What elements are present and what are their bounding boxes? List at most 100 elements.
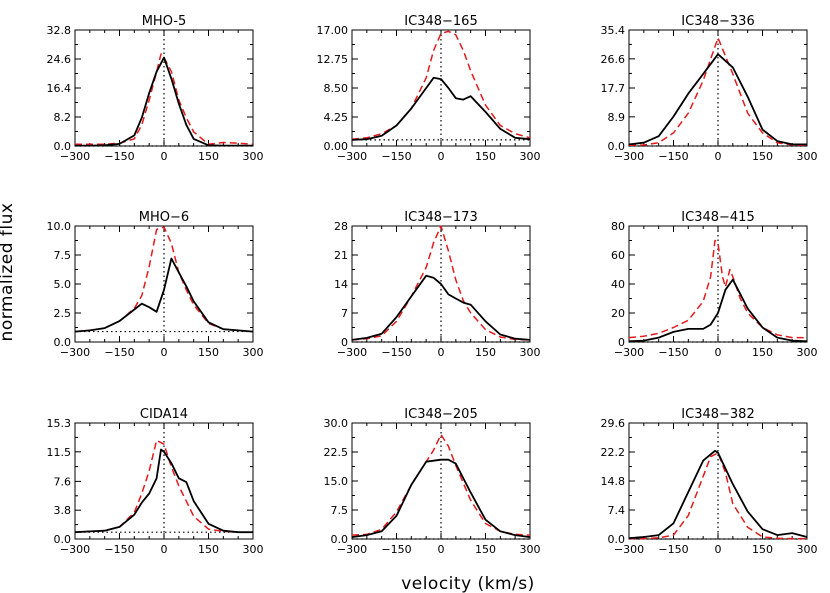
x-tick-label: −150 bbox=[658, 150, 688, 163]
figure-xlabel: velocity (km/s) bbox=[401, 574, 535, 593]
y-tick-label: 15.3 bbox=[47, 417, 72, 430]
y-tick-label: 12.75 bbox=[317, 53, 349, 66]
x-tick-label: 150 bbox=[752, 346, 773, 359]
y-tick-label: 29.6 bbox=[601, 417, 626, 430]
panels: MHO-5 −300 −150 0 150 300 0.0 8.2 16.4 24.6 32.8 IC… bbox=[47, 14, 818, 556]
x-tick-label: 150 bbox=[475, 543, 496, 556]
x-tick-label: 0 bbox=[715, 543, 722, 556]
x-tick-label: 300 bbox=[520, 150, 541, 163]
y-tick-label: 20 bbox=[611, 307, 625, 320]
x-tick-label: −150 bbox=[658, 543, 688, 556]
x-tick-label: −300 bbox=[614, 543, 644, 556]
x-tick-label: 300 bbox=[520, 543, 541, 556]
panel-title: MHO-5 bbox=[142, 14, 187, 29]
x-tick-label: 150 bbox=[198, 346, 219, 359]
x-tick-label: −150 bbox=[381, 346, 411, 359]
x-tick-label: 300 bbox=[797, 543, 818, 556]
y-tick-label: 22.5 bbox=[324, 446, 349, 459]
series-line-red-dashed bbox=[351, 433, 531, 536]
y-tick-label: 17.7 bbox=[601, 82, 626, 95]
x-tick-label: 0 bbox=[161, 150, 168, 163]
y-tick-label: 0 bbox=[341, 336, 348, 349]
y-tick-label: 17.00 bbox=[317, 24, 349, 37]
series-line-red-dashed bbox=[628, 37, 808, 147]
x-tick-label: −150 bbox=[104, 346, 134, 359]
x-tick-label: 150 bbox=[752, 150, 773, 163]
series-line-red-dashed bbox=[628, 239, 807, 339]
x-tick-label: 300 bbox=[797, 346, 818, 359]
y-tick-label: 32.8 bbox=[47, 24, 72, 37]
panel-ic348-205: IC348−205 −300 −150 0 150 300 0.0 7.5 15.0 22.5 30… bbox=[324, 407, 541, 556]
axes-frame bbox=[628, 29, 808, 147]
x-tick-label: −150 bbox=[658, 346, 688, 359]
figure-ylabel: normalized flux bbox=[0, 203, 17, 342]
x-tick-label: 300 bbox=[797, 150, 818, 163]
x-tick-label: −300 bbox=[337, 150, 367, 163]
y-tick-label: 0.0 bbox=[54, 533, 72, 546]
y-tick-label: 8.9 bbox=[608, 111, 626, 124]
x-tick-label: −300 bbox=[614, 150, 644, 163]
y-tick-label: 7.5 bbox=[331, 504, 349, 517]
y-tick-label: 7.5 bbox=[54, 249, 72, 262]
series-line-black-solid bbox=[74, 448, 253, 534]
series-line-red-dashed bbox=[74, 226, 254, 333]
axes-frame bbox=[74, 422, 254, 540]
panel-title: IC348−336 bbox=[681, 14, 754, 29]
y-tick-label: 0.0 bbox=[608, 140, 626, 153]
x-tick-label: 150 bbox=[475, 346, 496, 359]
panel-ic348-336: IC348−336 −300 −150 0 150 300 0.0 8.9 17.7 26.6 35… bbox=[601, 14, 818, 163]
series-line-black-solid bbox=[351, 76, 531, 141]
x-tick-label: 0 bbox=[161, 543, 168, 556]
panel-title: IC348−173 bbox=[404, 210, 477, 225]
panel-ic348-173: IC348−173 −300 −150 0 150 300 0 7 14 21 28 bbox=[334, 210, 541, 359]
y-tick-label: 15.0 bbox=[324, 475, 349, 488]
y-tick-label: 21 bbox=[334, 249, 348, 262]
y-tick-label: 8.2 bbox=[54, 111, 72, 124]
x-tick-label: −150 bbox=[381, 150, 411, 163]
series-line-black-solid bbox=[74, 257, 254, 333]
y-tick-label: 22.2 bbox=[601, 446, 626, 459]
series-line-black-solid bbox=[628, 53, 807, 146]
series-line-black-solid bbox=[75, 56, 253, 147]
series-line-red-dashed bbox=[351, 225, 531, 341]
x-tick-label: 300 bbox=[243, 150, 264, 163]
axes-frame bbox=[351, 422, 531, 540]
y-tick-label: 60 bbox=[611, 249, 625, 262]
y-tick-label: 5.0 bbox=[54, 278, 72, 291]
y-tick-label: 0.0 bbox=[54, 140, 72, 153]
x-tick-label: 150 bbox=[198, 543, 219, 556]
panel-ic348-165: IC348−165 −300 −150 0 150 300 0.00 4.25 8.50 12.7… bbox=[317, 14, 541, 163]
panel-title: IC348−382 bbox=[681, 407, 754, 422]
panel-mho-6: MHO−6 −300 −150 0 150 300 0.0 2.5 5.0 7.5 10.0 bbox=[47, 210, 264, 359]
y-tick-label: 4.25 bbox=[324, 111, 349, 124]
axes-frame bbox=[74, 29, 254, 147]
y-tick-label: 8.50 bbox=[324, 82, 349, 95]
x-tick-label: −150 bbox=[104, 150, 134, 163]
y-tick-label: 26.6 bbox=[601, 53, 626, 66]
y-tick-label: 35.4 bbox=[601, 24, 626, 37]
x-tick-label: −300 bbox=[60, 150, 90, 163]
series-line-red-dashed bbox=[75, 53, 254, 145]
panel-ic348-382: IC348−382 −300 −150 0 150 300 0.0 7.4 14.8 22.2 29… bbox=[601, 407, 818, 556]
x-tick-label: 0 bbox=[715, 346, 722, 359]
y-tick-label: 3.8 bbox=[54, 504, 72, 517]
panel-title: MHO−6 bbox=[139, 210, 189, 225]
y-tick-label: 0.00 bbox=[324, 140, 349, 153]
y-tick-label: 0.0 bbox=[54, 336, 72, 349]
y-tick-label: 0.0 bbox=[331, 533, 349, 546]
y-tick-label: 7 bbox=[341, 307, 348, 320]
axes-frame bbox=[74, 225, 254, 343]
y-tick-label: 80 bbox=[611, 220, 625, 233]
y-tick-label: 14 bbox=[334, 278, 348, 291]
y-tick-label: 0 bbox=[618, 336, 625, 349]
x-tick-label: 0 bbox=[438, 150, 445, 163]
panel-title: IC348−165 bbox=[404, 14, 477, 29]
panel-cida14: CIDA14 −300 −150 0 150 300 0.0 3.8 7.6 11.5 15.3 bbox=[47, 407, 264, 556]
x-tick-label: 150 bbox=[475, 150, 496, 163]
axes-frame bbox=[628, 422, 808, 540]
y-tick-label: 2.5 bbox=[54, 307, 72, 320]
x-tick-label: −300 bbox=[614, 346, 644, 359]
x-tick-label: −300 bbox=[60, 543, 90, 556]
x-tick-label: 300 bbox=[243, 543, 264, 556]
